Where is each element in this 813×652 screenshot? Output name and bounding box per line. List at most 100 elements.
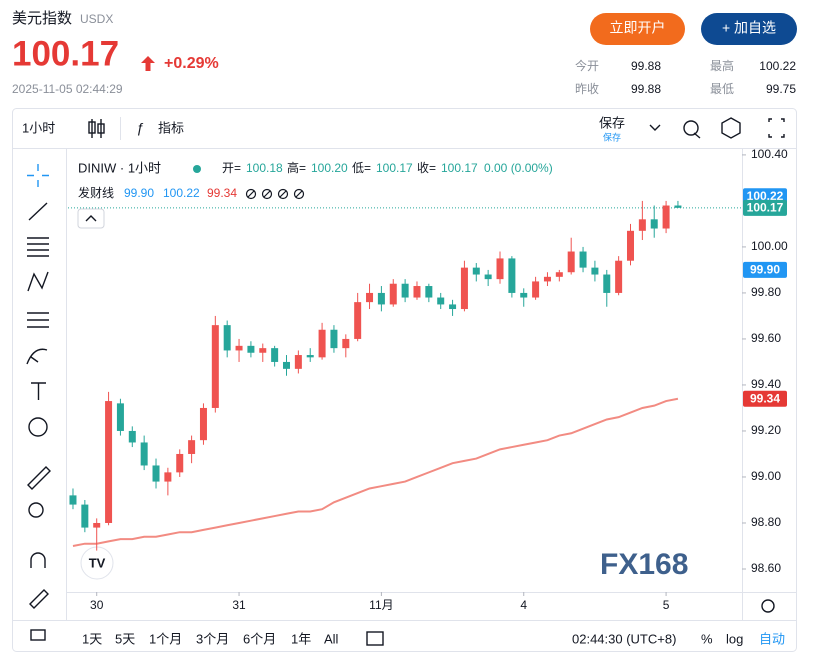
range-button[interactable]: 5天 <box>115 631 135 646</box>
text-tool[interactable] <box>31 382 46 400</box>
y-tick-label: 98.60 <box>751 561 781 575</box>
compare-button[interactable] <box>366 631 384 646</box>
indicator-name: 发财线 <box>78 185 114 200</box>
projection-tool[interactable] <box>27 312 49 328</box>
stat-value: 99.75 <box>766 82 796 96</box>
range-button[interactable]: 3个月 <box>196 631 229 646</box>
add-watchlist-button[interactable]: + 加自选 <box>701 13 797 45</box>
lock-drawing-tool[interactable] <box>29 589 49 609</box>
scale-option[interactable]: 自动 <box>759 631 785 646</box>
fx-icon[interactable]: ƒ <box>136 120 144 136</box>
button-bg <box>701 13 797 45</box>
candle-body <box>591 267 599 275</box>
candle-body <box>377 292 385 305</box>
drawing-tools <box>26 164 51 641</box>
candle-body <box>662 205 670 229</box>
icon <box>97 123 105 134</box>
candle-body <box>81 504 89 528</box>
candle-body <box>460 267 468 310</box>
fib-tool[interactable] <box>27 237 49 257</box>
stat-label: 今开 <box>575 58 599 73</box>
ohlc-value: 100.18 <box>246 161 283 175</box>
y-tick-label: 99.60 <box>751 331 781 345</box>
replay-button[interactable] <box>683 120 701 139</box>
candle-body <box>105 401 113 523</box>
fullscreen-button[interactable] <box>768 118 785 138</box>
open-account-button[interactable]: 立即开户 <box>590 13 685 45</box>
x-tick-label: 4 <box>520 598 527 612</box>
measure-tool[interactable] <box>27 466 51 490</box>
price-badge-label: 100.17 <box>747 200 784 214</box>
collapse-legend-button[interactable] <box>77 208 105 229</box>
icon <box>693 132 701 139</box>
lock-tool[interactable] <box>30 629 46 641</box>
candle-body <box>330 329 338 349</box>
candle-body <box>282 361 290 369</box>
scale-option[interactable]: log <box>726 631 743 646</box>
stat-value: 99.88 <box>631 59 661 73</box>
symbol: DINIW · 1小时 <box>78 160 161 175</box>
button-label: 立即开户 <box>610 20 666 36</box>
y-tick-label: 99.40 <box>751 377 781 391</box>
hidden-value-icon <box>261 188 273 200</box>
candle-body <box>235 345 243 351</box>
range-button[interactable]: 1年 <box>291 631 311 646</box>
range-button[interactable]: 1个月 <box>149 631 182 646</box>
watermark: FX168 <box>600 548 688 581</box>
price-badge-label: 100.22 <box>747 189 784 203</box>
range-button[interactable]: All <box>324 631 339 646</box>
indicator-value: 99.34 <box>207 186 237 200</box>
candle-body <box>318 329 326 358</box>
footer: 1天 5天 1个月 3个月 6个月 1年 All% log 自动 <box>82 631 785 646</box>
hidden-value-icon <box>247 190 255 198</box>
candle-body <box>555 272 563 277</box>
stat-label: 最高 <box>710 58 734 73</box>
legend: DINIW · 1小时 开= 100.18 高= 100.20 低= 100.17 收= 100… <box>78 160 553 200</box>
ohlc-label: 开= <box>222 161 241 175</box>
chart-type-button[interactable] <box>88 119 105 138</box>
candle-body <box>425 286 433 298</box>
save-button[interactable]: 保存 <box>599 115 625 130</box>
range-button[interactable]: 6个月 <box>243 631 276 646</box>
candle-body <box>472 267 480 275</box>
magnet-tool[interactable] <box>30 552 46 568</box>
zoom-tool[interactable] <box>28 502 44 518</box>
ohlc-label: 高= <box>287 160 306 175</box>
price-badge-label: 99.90 <box>750 263 780 277</box>
candle-body <box>520 292 528 298</box>
candle-body <box>188 440 196 454</box>
hidden-value-icon <box>295 190 303 198</box>
range-button[interactable]: 1天 <box>82 631 102 646</box>
candle-body <box>164 472 172 482</box>
brush-tool[interactable] <box>26 348 48 365</box>
indicators-button[interactable]: 指标 <box>158 120 184 135</box>
candle-body <box>306 355 314 358</box>
crosshair-tool[interactable] <box>27 164 49 187</box>
x-tick-label: 5 <box>663 598 670 612</box>
candle-body <box>247 345 255 353</box>
candle-body <box>271 348 279 362</box>
price: 100.17 <box>12 34 119 73</box>
save-dropdown[interactable] <box>649 124 661 131</box>
asset-name: 美元指数 <box>12 10 72 27</box>
stats: 今开 99.88 最高 100.22 昨收 99.88 最低 99.75 <box>575 58 796 96</box>
emoji-tool[interactable] <box>28 417 48 437</box>
candle-body <box>449 304 457 310</box>
settings-button[interactable] <box>721 117 741 139</box>
price-badge <box>743 199 787 216</box>
candle-body <box>259 348 267 353</box>
candle-body <box>401 283 409 298</box>
candle-body <box>603 274 611 293</box>
pattern-tool[interactable] <box>27 271 49 292</box>
axis-settings[interactable] <box>761 599 775 613</box>
y-tick-label: 100.00 <box>751 239 788 253</box>
candle-body <box>116 403 124 431</box>
candle-body <box>638 219 646 231</box>
trendline-tool[interactable] <box>28 202 48 221</box>
price-badge-label: 99.34 <box>750 391 780 405</box>
interval[interactable]: 1小时 <box>22 120 55 135</box>
candle-body <box>650 219 658 229</box>
scale-option[interactable]: % <box>701 631 713 646</box>
candle-body <box>437 297 445 305</box>
